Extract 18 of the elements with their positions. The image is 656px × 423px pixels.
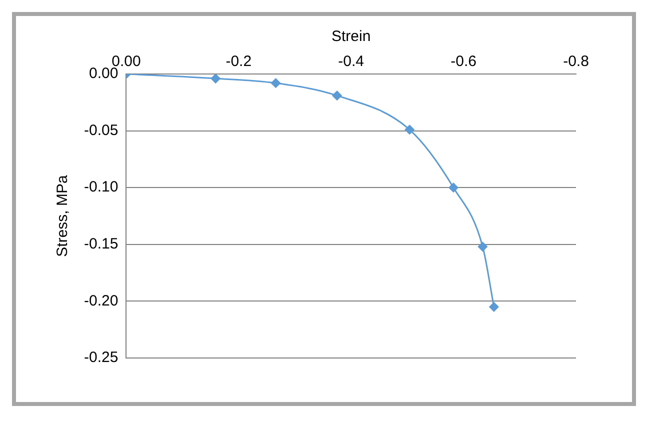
point [271,78,280,88]
x-tick-label: -0.2 [226,53,252,70]
point [404,124,414,134]
y-tick-label: -0.10 [84,178,118,196]
point [448,182,458,192]
point [489,302,499,312]
y-tick-label: -0.05 [84,122,118,139]
point [332,90,342,100]
y-tick-label: -0.25 [84,349,118,366]
x-tick-label: -0.6 [450,53,476,70]
y-tick-label: -0.20 [84,292,118,310]
x-tick-label: -0.4 [338,53,364,70]
y-tick-label: -0.15 [84,236,118,253]
x-tick-label: -0.8 [563,53,589,70]
point [478,242,488,252]
y-axis-title: Stress, MPa [54,174,72,257]
x-axis-title: Strein [332,28,371,46]
point [210,74,220,84]
